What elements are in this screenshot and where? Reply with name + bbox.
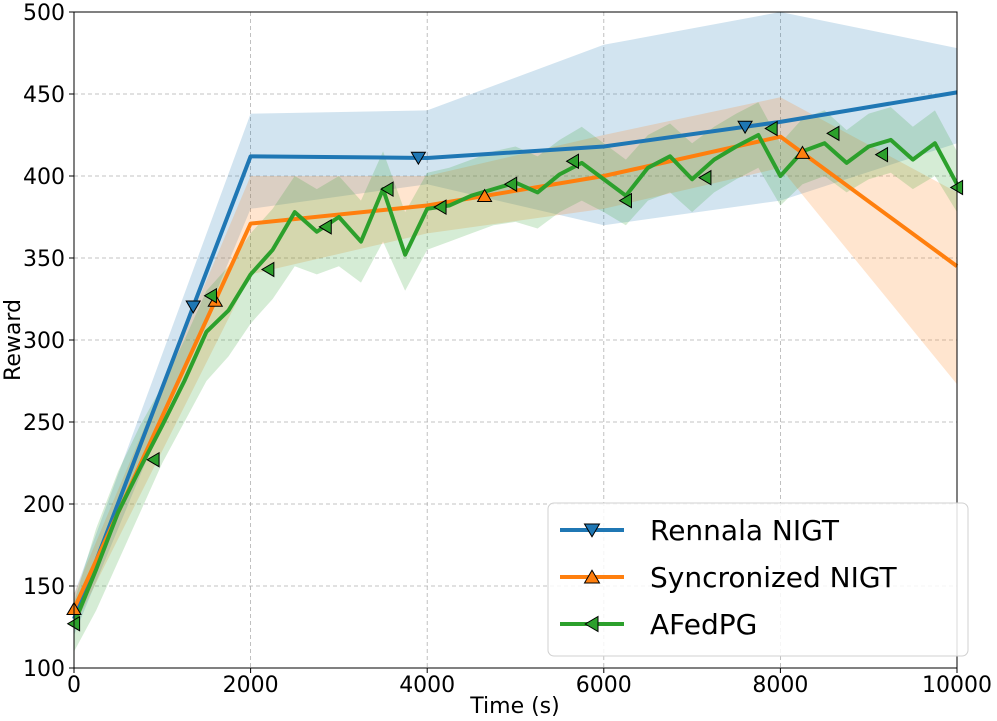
x-tick-label: 6000 xyxy=(576,673,632,698)
rennala-nigt-marker xyxy=(737,120,753,135)
confidence-bands xyxy=(74,12,957,652)
y-tick-label: 200 xyxy=(23,493,65,518)
rennala-nigt-marker xyxy=(410,151,427,166)
x-tick-label: 4000 xyxy=(399,673,455,698)
legend-marker-afedpg xyxy=(584,615,599,633)
y-tick-label: 100 xyxy=(23,657,65,682)
syncronized-nigt-marker xyxy=(476,188,493,203)
series-markers xyxy=(66,120,964,632)
afedpg-marker xyxy=(764,120,778,137)
y-tick-label: 150 xyxy=(23,575,65,600)
afedpg-marker xyxy=(203,287,217,304)
afedpg-band xyxy=(74,102,957,652)
afedpg-marker xyxy=(503,176,518,193)
afedpg-marker xyxy=(698,169,712,186)
legend-marker-rennala-nigt xyxy=(583,523,601,538)
rennala-nigt-marker xyxy=(185,300,202,314)
afedpg-marker xyxy=(565,153,579,170)
afedpg-marker xyxy=(146,451,160,468)
afedpg-marker xyxy=(318,218,332,235)
y-axis-label: Reward xyxy=(1,299,26,381)
y-tick-label: 300 xyxy=(23,329,65,354)
x-tick-label: 8000 xyxy=(752,673,808,698)
rennala-nigt-band xyxy=(74,12,957,636)
x-axis-ticks: 0 2000 4000 6000 8000 10000 xyxy=(67,668,992,698)
y-axis-ticks: 100 150 200 250 300 350 400 450 500 xyxy=(23,1,74,682)
rennala-nigt-line xyxy=(72,90,958,620)
afedpg-marker xyxy=(433,199,447,216)
y-tick-label: 250 xyxy=(23,411,65,436)
afedpg-marker xyxy=(826,125,840,142)
legend-marker-syncronized-nigt xyxy=(583,569,601,584)
legend-label-rennala-nigt: Rennala NIGT xyxy=(650,514,840,547)
x-tick-label: 10000 xyxy=(922,673,992,698)
syncronized-nigt-band xyxy=(74,97,957,627)
y-tick-label: 500 xyxy=(23,1,65,26)
x-tick-label: 2000 xyxy=(223,673,279,698)
legend: Rennala NIGT Syncronized NIGT AFedPG xyxy=(547,502,969,657)
x-tick-label: 0 xyxy=(67,673,81,698)
legend-label-syncronized-nigt: Syncronized NIGT xyxy=(650,561,898,594)
afedpg-marker xyxy=(618,192,632,209)
afedpg-marker xyxy=(380,181,394,197)
afedpg-marker xyxy=(874,146,889,163)
syncronized-nigt-marker xyxy=(794,145,811,159)
afedpg-marker xyxy=(260,261,275,278)
y-tick-label: 450 xyxy=(23,83,65,108)
y-tick-label: 400 xyxy=(23,165,65,190)
legend-label-afedpg: AFedPG xyxy=(650,608,757,641)
x-axis-label: Time (s) xyxy=(469,694,559,719)
legend-box xyxy=(547,502,969,657)
y-tick-label: 350 xyxy=(23,247,65,272)
